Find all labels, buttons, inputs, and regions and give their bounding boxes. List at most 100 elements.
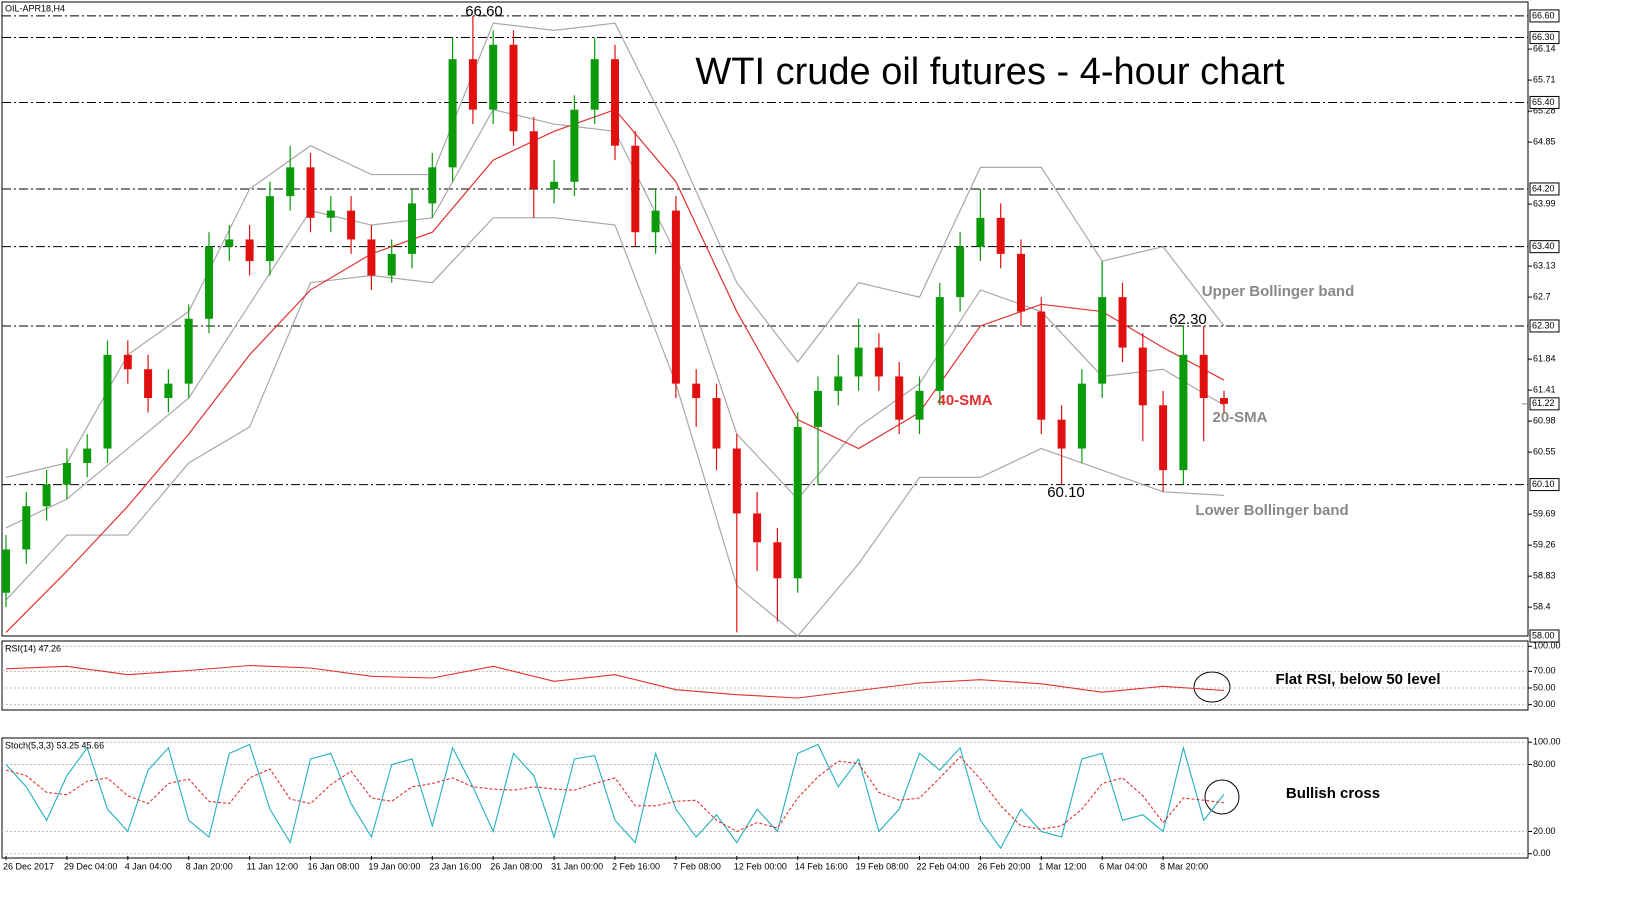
x-tick-label: 16 Jan 08:00 — [308, 861, 360, 871]
candle-body — [408, 203, 416, 254]
candle-body — [62, 462, 71, 485]
level-box — [1529, 240, 1560, 254]
level-label: 66.60 — [1532, 10, 1555, 20]
candle-body — [2, 549, 10, 593]
annotation: Bullish cross — [1286, 785, 1380, 802]
rsi-circle — [1193, 671, 1231, 703]
x-tick-label: 8 Jan 20:00 — [186, 861, 233, 871]
y-tick-label: 60.55 — [1533, 447, 1556, 457]
candle-body — [184, 318, 193, 384]
x-tick-label: 12 Feb 00:00 — [734, 861, 787, 871]
candle-body — [1017, 253, 1025, 312]
overlay-label: 20-SMA — [1212, 409, 1267, 426]
x-tick-label: 26 Dec 2017 — [3, 861, 54, 871]
candle-body — [874, 347, 883, 377]
y-tick-label: 0.00 — [1533, 848, 1551, 858]
candle-body — [144, 369, 153, 399]
level-box — [1529, 629, 1560, 643]
level-label: 62.30 — [1532, 320, 1555, 330]
candle-body — [1077, 383, 1086, 449]
candle-body — [1159, 405, 1168, 471]
candle-body — [814, 390, 822, 427]
y-tick-label: 61.84 — [1533, 354, 1556, 364]
x-tick-label: 26 Jan 08:00 — [490, 861, 542, 871]
candle-body — [996, 217, 1005, 254]
candle-body — [976, 217, 985, 247]
level-label: 60.10 — [1532, 479, 1555, 489]
candle-body — [1098, 297, 1107, 384]
annotation: Flat RSI, below 50 level — [1275, 671, 1440, 688]
candle-body — [265, 196, 274, 262]
candle-body — [83, 448, 92, 463]
panel-frame — [1, 737, 1529, 859]
candle-body — [286, 167, 295, 197]
x-tick-label: 7 Feb 08:00 — [673, 861, 721, 871]
y-tick-label: 30.00 — [1533, 699, 1556, 709]
candle-body — [468, 59, 477, 110]
candle-body — [935, 297, 944, 391]
candle-body — [732, 448, 741, 514]
stoch-circle — [1204, 779, 1240, 815]
candle-body — [103, 354, 112, 449]
y-tick-label: 66.14 — [1533, 43, 1556, 53]
y-tick-label: 100.00 — [1533, 641, 1561, 651]
candle-body — [367, 239, 376, 276]
level-box — [1529, 95, 1560, 109]
indicator-line — [5, 743, 1225, 850]
y-tick-label: 60.98 — [1533, 416, 1556, 426]
candle-body — [306, 167, 315, 218]
candle-body — [895, 376, 904, 420]
panel-frame — [1, 640, 1529, 711]
panel-title: RSI(14) 47.26 — [5, 643, 61, 653]
x-tick-label: 6 Mar 04:00 — [1099, 861, 1147, 871]
candle-body — [245, 239, 254, 262]
y-tick-label: 80.00 — [1533, 759, 1556, 769]
y-tick-label: 61.41 — [1533, 385, 1556, 395]
annotation: 60.10 — [1047, 484, 1085, 501]
y-tick-label: 62.7 — [1533, 292, 1551, 302]
level-box — [1529, 478, 1560, 492]
indicator-line — [5, 755, 1225, 833]
y-tick-label: 59.26 — [1533, 540, 1556, 550]
candle-body — [1118, 297, 1127, 348]
overlay-label: Upper Bollinger band — [1202, 283, 1355, 300]
candle-body — [671, 210, 680, 384]
candle-body — [550, 181, 559, 189]
candle-body — [1179, 354, 1188, 471]
chart-title: WTI crude oil futures - 4-hour chart — [695, 51, 1285, 93]
y-tick-label: 65.71 — [1533, 74, 1556, 84]
x-tick-label: 1 Mar 12:00 — [1038, 861, 1086, 871]
candle-body — [529, 131, 538, 189]
candle-body — [22, 506, 31, 550]
candle-body — [651, 210, 660, 233]
level-box — [1529, 182, 1560, 196]
candle-body — [428, 167, 437, 204]
candle-body — [956, 246, 965, 298]
indicator-line — [5, 664, 1225, 699]
candle-body — [793, 426, 802, 579]
candle-body — [773, 542, 782, 579]
x-tick-label: 4 Jan 04:00 — [125, 861, 172, 871]
current-price-label: 61.22 — [1532, 398, 1555, 408]
candle-body — [448, 59, 457, 168]
candle-body — [347, 210, 356, 240]
candle-body — [611, 59, 619, 146]
y-tick-label: 59.69 — [1533, 509, 1556, 519]
candle-body — [509, 44, 518, 132]
x-tick-label: 26 Feb 20:00 — [977, 861, 1030, 871]
candle-body — [225, 239, 234, 247]
level-box — [1529, 319, 1560, 333]
y-tick-label: 70.00 — [1533, 666, 1556, 676]
level-label: 63.40 — [1532, 241, 1555, 251]
x-tick-label: 14 Feb 16:00 — [795, 861, 848, 871]
overlay-label: Lower Bollinger band — [1195, 502, 1348, 519]
candle-body — [753, 513, 762, 543]
symbol-label: OIL-APR18,H4 — [5, 3, 65, 13]
y-tick-label: 58.83 — [1533, 571, 1556, 581]
panel-frame — [1, 1, 1529, 637]
candle-body — [590, 59, 599, 110]
candle-body — [692, 383, 701, 399]
y-tick-label: 100.00 — [1533, 737, 1561, 747]
candle-body — [326, 210, 335, 218]
y-tick-label: 63.13 — [1533, 260, 1556, 270]
